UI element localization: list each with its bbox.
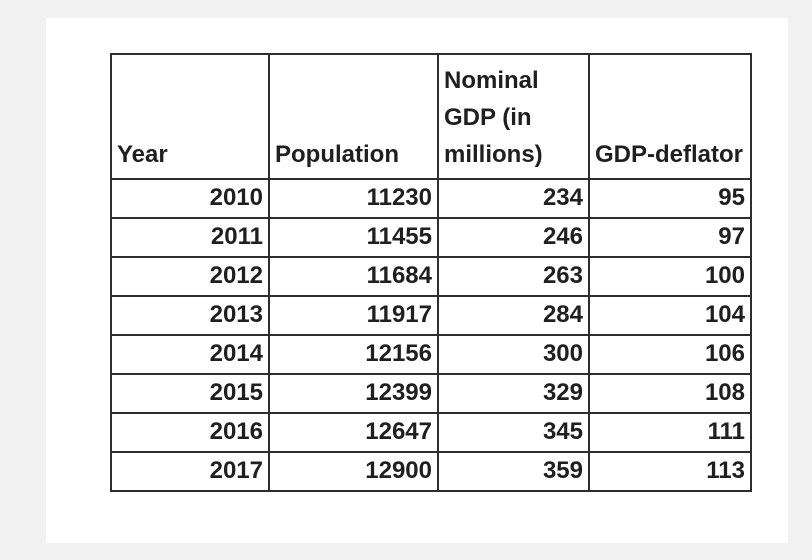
cell-gdp_deflator: 95 <box>588 178 752 219</box>
cell-population: 11455 <box>268 217 439 258</box>
cell-year: 2010 <box>110 178 270 219</box>
cell-nominal_gdp: 345 <box>437 412 590 453</box>
cell-year: 2017 <box>110 451 270 492</box>
cell-year: 2015 <box>110 373 270 414</box>
table-header-row: Year Population Nominal GDP (in millions) G… <box>110 53 752 180</box>
table-row: 2014 12156 300 106 <box>110 334 752 375</box>
cell-year: 2012 <box>110 256 270 297</box>
cell-nominal_gdp: 300 <box>437 334 590 375</box>
table-row: 2017 12900 359 113 <box>110 451 752 492</box>
cell-gdp_deflator: 113 <box>588 451 752 492</box>
column-header-nominal_gdp: Nominal GDP (in millions) <box>437 53 590 180</box>
table-row: 2013 11917 284 104 <box>110 295 752 336</box>
cell-population: 12900 <box>268 451 439 492</box>
cell-year: 2014 <box>110 334 270 375</box>
cell-population: 11230 <box>268 178 439 219</box>
cell-nominal_gdp: 284 <box>437 295 590 336</box>
cell-gdp_deflator: 100 <box>588 256 752 297</box>
cell-population: 11684 <box>268 256 439 297</box>
cell-population: 12399 <box>268 373 439 414</box>
cell-year: 2013 <box>110 295 270 336</box>
cell-population: 12647 <box>268 412 439 453</box>
cell-gdp_deflator: 111 <box>588 412 752 453</box>
cell-nominal_gdp: 234 <box>437 178 590 219</box>
cell-gdp_deflator: 108 <box>588 373 752 414</box>
cell-population: 12156 <box>268 334 439 375</box>
cell-year: 2016 <box>110 412 270 453</box>
cell-gdp_deflator: 97 <box>588 217 752 258</box>
document-page: Year Population Nominal GDP (in millions) G… <box>46 18 788 543</box>
table-row: 2016 12647 345 111 <box>110 412 752 453</box>
column-header-year: Year <box>110 53 270 180</box>
economic-data-table: Year Population Nominal GDP (in millions) G… <box>110 53 752 492</box>
cell-nominal_gdp: 263 <box>437 256 590 297</box>
cell-nominal_gdp: 246 <box>437 217 590 258</box>
cell-nominal_gdp: 329 <box>437 373 590 414</box>
cell-gdp_deflator: 104 <box>588 295 752 336</box>
cell-population: 11917 <box>268 295 439 336</box>
table-row: 2010 11230 234 95 <box>110 178 752 219</box>
table-row: 2011 11455 246 97 <box>110 217 752 258</box>
cell-gdp_deflator: 106 <box>588 334 752 375</box>
column-header-population: Population <box>268 53 439 180</box>
table-row: 2015 12399 329 108 <box>110 373 752 414</box>
column-header-gdp_deflator: GDP-deflator <box>588 53 752 180</box>
table-row: 2012 11684 263 100 <box>110 256 752 297</box>
cell-nominal_gdp: 359 <box>437 451 590 492</box>
cell-year: 2011 <box>110 217 270 258</box>
